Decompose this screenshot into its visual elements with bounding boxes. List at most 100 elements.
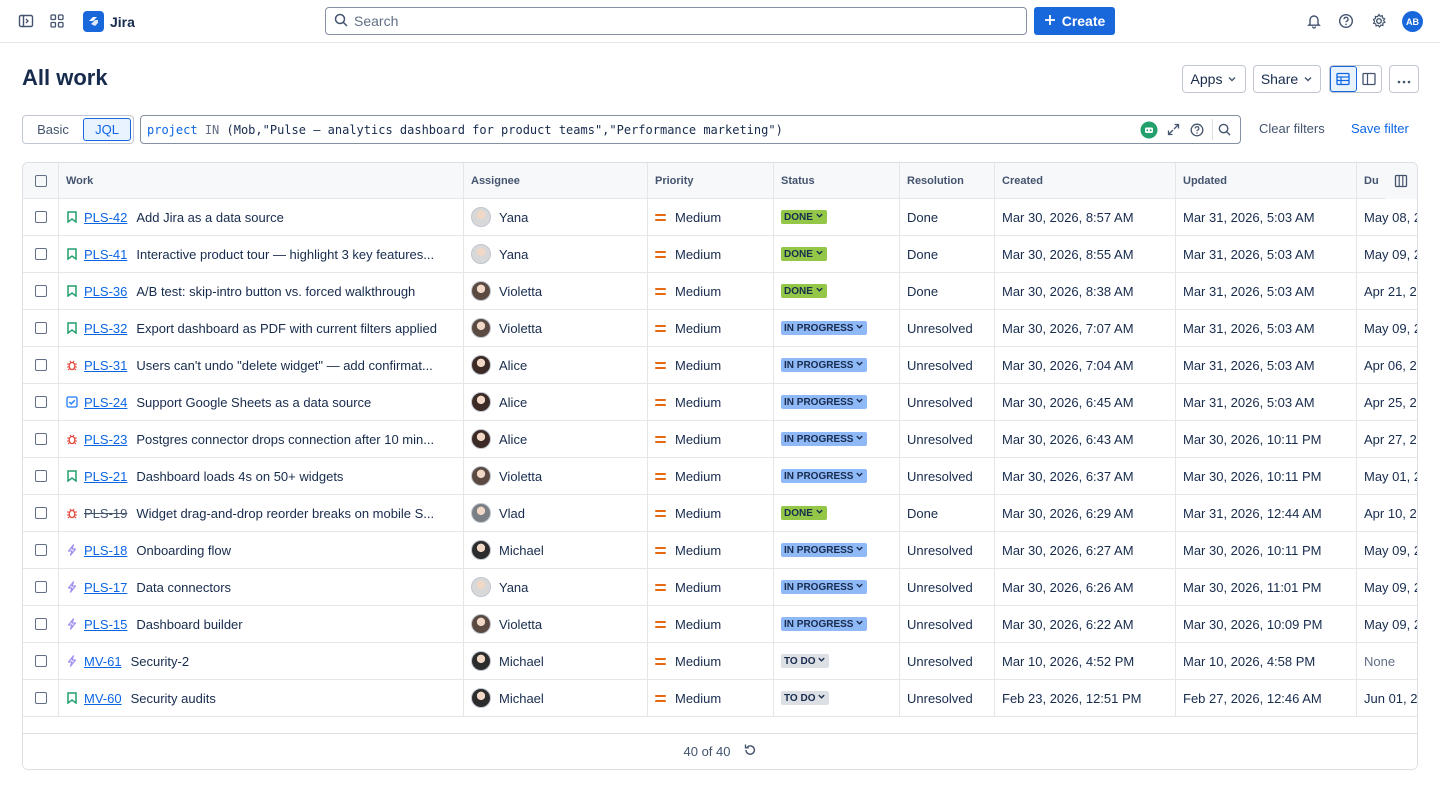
status-lozenge[interactable]: IN PROGRESS: [781, 321, 868, 335]
issue-summary[interactable]: Export dashboard as PDF with current fil…: [136, 320, 437, 336]
clear-filters-button[interactable]: Clear filters: [1259, 121, 1325, 136]
issue-key-link[interactable]: PLS-32: [84, 320, 128, 336]
issue-summary[interactable]: Widget drag-and-drop reorder breaks on m…: [136, 505, 435, 521]
issue-summary[interactable]: Data connectors: [136, 579, 232, 595]
status-lozenge[interactable]: IN PROGRESS: [781, 432, 868, 446]
ai-assist-icon[interactable]: [1140, 119, 1158, 140]
sidebar-toggle-icon[interactable]: [12, 7, 40, 35]
assignee-cell[interactable]: Violetta: [464, 310, 648, 346]
assignee-cell[interactable]: Michael: [464, 532, 648, 568]
issue-summary[interactable]: Onboarding flow: [136, 542, 232, 558]
row-checkbox[interactable]: [23, 569, 59, 605]
column-picker-icon[interactable]: [1385, 163, 1417, 199]
issue-summary[interactable]: Security audits: [130, 690, 216, 706]
jql-search-icon[interactable]: [1212, 119, 1236, 140]
issue-key-link[interactable]: PLS-36: [84, 283, 128, 299]
issue-summary[interactable]: Security-2: [130, 653, 190, 669]
assignee-cell[interactable]: Yana: [464, 569, 648, 605]
priority-cell[interactable]: Medium: [648, 458, 774, 494]
create-button[interactable]: Create: [1034, 7, 1115, 35]
issue-key-link[interactable]: PLS-31: [84, 357, 128, 373]
header-work[interactable]: Work: [59, 163, 464, 198]
header-created[interactable]: Created: [995, 163, 1176, 198]
row-checkbox[interactable]: [23, 680, 59, 716]
issue-key-link[interactable]: PLS-17: [84, 579, 128, 595]
assignee-cell[interactable]: Alice: [464, 347, 648, 383]
assignee-cell[interactable]: Michael: [464, 680, 648, 716]
status-lozenge[interactable]: IN PROGRESS: [781, 358, 868, 372]
select-all-checkbox[interactable]: [23, 163, 59, 198]
row-checkbox[interactable]: [23, 384, 59, 420]
issue-key-link[interactable]: PLS-19: [84, 505, 128, 521]
status-lozenge[interactable]: TO DO: [781, 691, 830, 705]
issue-summary[interactable]: A/B test: skip-intro button vs. forced w…: [136, 283, 416, 299]
table-row[interactable]: PLS-36 A/B test: skip-intro button vs. fo…: [23, 273, 1417, 310]
row-checkbox[interactable]: [23, 606, 59, 642]
app-switcher-icon[interactable]: [43, 7, 71, 35]
issue-summary[interactable]: Dashboard loads 4s on 50+ widgets: [136, 468, 344, 484]
header-assignee[interactable]: Assignee: [464, 163, 648, 198]
priority-cell[interactable]: Medium: [648, 532, 774, 568]
priority-cell[interactable]: Medium: [648, 236, 774, 272]
assignee-cell[interactable]: Yana: [464, 236, 648, 272]
issue-key-link[interactable]: PLS-15: [84, 616, 128, 632]
issue-summary[interactable]: Postgres connector drops connection afte…: [136, 431, 435, 447]
issue-key-link[interactable]: PLS-24: [84, 394, 128, 410]
assignee-cell[interactable]: Yana: [464, 199, 648, 235]
user-avatar[interactable]: AB: [1402, 11, 1423, 32]
priority-cell[interactable]: Medium: [648, 199, 774, 235]
list-view-icon[interactable]: [1330, 66, 1357, 92]
status-lozenge[interactable]: IN PROGRESS: [781, 395, 868, 409]
row-checkbox[interactable]: [23, 495, 59, 531]
status-lozenge[interactable]: IN PROGRESS: [781, 580, 868, 594]
row-checkbox[interactable]: [23, 421, 59, 457]
table-row[interactable]: PLS-21 Dashboard loads 4s on 50+ widgets V…: [23, 458, 1417, 495]
table-row[interactable]: MV-60 Security audits Michael Medium TO DO Un…: [23, 680, 1417, 717]
issue-key-link[interactable]: PLS-23: [84, 431, 128, 447]
status-lozenge[interactable]: IN PROGRESS: [781, 469, 868, 483]
table-row[interactable]: PLS-23 Postgres connector drops connectio…: [23, 421, 1417, 458]
priority-cell[interactable]: Medium: [648, 421, 774, 457]
share-button[interactable]: Share: [1253, 65, 1321, 93]
header-priority[interactable]: Priority: [648, 163, 774, 198]
assignee-cell[interactable]: Violetta: [464, 606, 648, 642]
priority-cell[interactable]: Medium: [648, 273, 774, 309]
priority-cell[interactable]: Medium: [648, 606, 774, 642]
assignee-cell[interactable]: Violetta: [464, 458, 648, 494]
issue-summary[interactable]: Add Jira as a data source: [136, 209, 284, 225]
issue-key-link[interactable]: PLS-21: [84, 468, 128, 484]
basic-mode-button[interactable]: Basic: [37, 122, 69, 137]
assignee-cell[interactable]: Violetta: [464, 273, 648, 309]
expand-icon[interactable]: [1164, 119, 1182, 140]
table-row[interactable]: PLS-24 Support Google Sheets as a data so…: [23, 384, 1417, 421]
status-lozenge[interactable]: DONE: [781, 506, 827, 520]
issue-summary[interactable]: Users can't undo "delete widget" — add c…: [136, 357, 433, 373]
assignee-cell[interactable]: Alice: [464, 384, 648, 420]
status-lozenge[interactable]: DONE: [781, 247, 827, 261]
table-row[interactable]: PLS-15 Dashboard builder Violetta Medium IN …: [23, 606, 1417, 643]
row-checkbox[interactable]: [23, 458, 59, 494]
assignee-cell[interactable]: Michael: [464, 643, 648, 679]
issue-key-link[interactable]: MV-60: [84, 690, 122, 706]
issue-summary[interactable]: Dashboard builder: [136, 616, 243, 632]
issue-key-link[interactable]: PLS-18: [84, 542, 128, 558]
table-body[interactable]: Work Assignee Priority Status Resolution…: [23, 163, 1417, 733]
apps-button[interactable]: Apps: [1182, 65, 1246, 93]
assignee-cell[interactable]: Vlad: [464, 495, 648, 531]
table-row[interactable]: PLS-41 Interactive product tour — highlig…: [23, 236, 1417, 273]
table-row[interactable]: PLS-32 Export dashboard as PDF with curre…: [23, 310, 1417, 347]
table-row[interactable]: PLS-18 Onboarding flow Michael Medium IN PRO…: [23, 532, 1417, 569]
jql-mode-button[interactable]: JQL: [83, 118, 131, 141]
issue-key-link[interactable]: MV-61: [84, 653, 122, 669]
notifications-bell-icon[interactable]: [1300, 7, 1328, 35]
jql-help-icon[interactable]: [1188, 119, 1206, 140]
more-actions-button[interactable]: [1389, 65, 1419, 93]
table-row[interactable]: PLS-17 Data connectors Yana Medium IN PROGRE…: [23, 569, 1417, 606]
assignee-cell[interactable]: Alice: [464, 421, 648, 457]
issue-summary[interactable]: Support Google Sheets as a data source: [136, 394, 372, 410]
status-lozenge[interactable]: IN PROGRESS: [781, 543, 868, 557]
priority-cell[interactable]: Medium: [648, 310, 774, 346]
header-due[interactable]: Du: [1364, 174, 1379, 187]
help-icon[interactable]: [1332, 7, 1360, 35]
row-checkbox[interactable]: [23, 347, 59, 383]
